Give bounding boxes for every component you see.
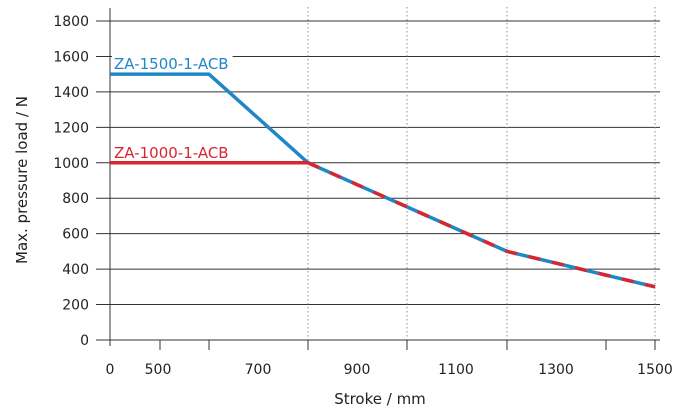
- y-tick-label: 0: [80, 333, 89, 349]
- y-tick-label: 1000: [53, 156, 89, 172]
- series-line-za-1500: [110, 72, 656, 289]
- y-tick-label: 800: [62, 191, 89, 207]
- x-tick-label: 1300: [538, 362, 574, 378]
- y-tick-label: 1200: [53, 120, 89, 136]
- series-label-za-1500-background: [112, 54, 233, 73]
- x-tick-label: 700: [245, 362, 272, 378]
- y-tick-label: 600: [62, 227, 89, 243]
- x-tick-label: 500: [145, 362, 172, 378]
- y-tick-label: 200: [62, 298, 89, 314]
- x-tick-label: 1500: [637, 362, 673, 378]
- axes: [109, 8, 656, 350]
- ticks: 0 200 400 600 800 1000 1200 1400 1600 1800 0 500 700…: [53, 14, 672, 378]
- series-label-za-1000-background: [112, 142, 233, 161]
- series-label-za-1500: ZA-1500-1-ACB: [114, 55, 229, 73]
- y-tick-label: 1400: [53, 85, 89, 101]
- series-label-za-1000: ZA-1000-1-ACB: [114, 144, 229, 162]
- y-axis-title: Max. pressure load / N: [13, 96, 31, 264]
- series: [110, 72, 656, 289]
- labels: ZA-1500-1-ACB ZA-1000-1-ACB: [112, 54, 233, 162]
- x-tick-label: 1100: [438, 362, 474, 378]
- y-tick-label: 1600: [53, 49, 89, 65]
- x-tick-label: 900: [344, 362, 371, 378]
- y-tick-label: 400: [62, 262, 89, 278]
- series-line-za-1000-dashed: [307, 161, 656, 289]
- x-axis-title: Stroke / mm: [334, 390, 426, 408]
- x-tick-label: 0: [106, 362, 115, 378]
- y-tick-label: 1800: [53, 14, 89, 30]
